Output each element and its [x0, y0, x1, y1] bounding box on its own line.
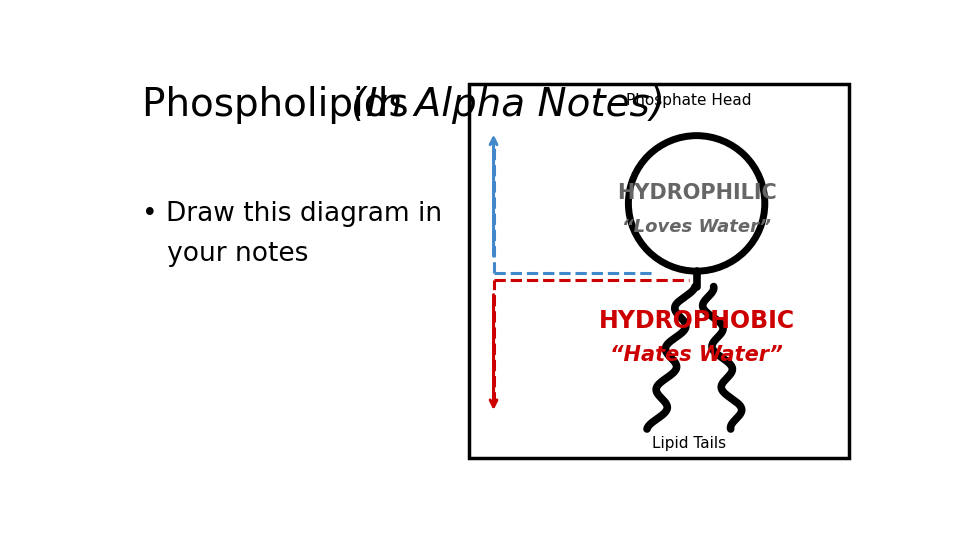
Text: (In Alpha Notes): (In Alpha Notes) [351, 86, 665, 124]
Bar [468, 84, 849, 457]
Text: • Draw this diagram in
   your notes: • Draw this diagram in your notes [142, 201, 442, 267]
Text: “Loves Water”: “Loves Water” [622, 218, 771, 235]
Text: “Hates Water”: “Hates Water” [611, 345, 783, 365]
Text: Phospholipids: Phospholipids [142, 86, 420, 124]
Text: Lipid Tails: Lipid Tails [652, 436, 726, 451]
Text: HYDROPHOBIC: HYDROPHOBIC [598, 309, 795, 333]
Circle shape [629, 136, 765, 271]
Text: HYDROPHILIC: HYDROPHILIC [616, 184, 777, 204]
Text: Phosphate Head: Phosphate Head [626, 93, 752, 109]
